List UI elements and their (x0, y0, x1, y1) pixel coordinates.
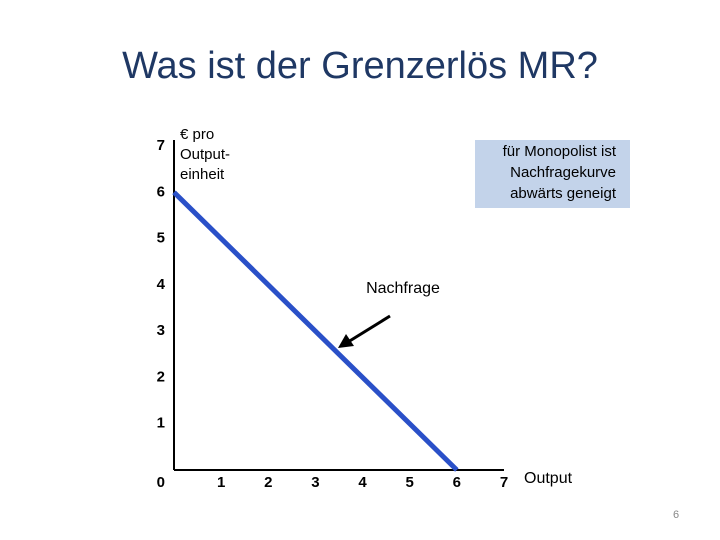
x-tick-label: 5 (406, 474, 414, 491)
y-tick-label: 7 (157, 137, 165, 154)
annotation-text: Nachfragekurve (510, 164, 616, 181)
page-number: 6 (673, 509, 679, 521)
x-tick-label: 2 (264, 474, 272, 491)
y-tick-label: 1 (157, 415, 165, 432)
x-tick-label: 3 (311, 474, 319, 491)
slide-title: Was ist der Grenzerlös MR? (122, 45, 598, 87)
arrow-shaft (347, 314, 391, 344)
y-tick-label: 4 (157, 276, 166, 293)
y-axis-label: Output- (180, 146, 230, 163)
annotation-box (475, 140, 630, 208)
annotation-text: für Monopolist ist (503, 143, 617, 160)
x-tick-label: 6 (453, 474, 461, 491)
annotation-text: abwärts geneigt (510, 185, 617, 202)
demand-line (172, 190, 459, 472)
y-tick-label: 2 (157, 368, 165, 385)
y-tick-label: 0 (157, 474, 165, 491)
series-label: Nachfrage (366, 280, 440, 297)
y-tick-label: 5 (157, 230, 165, 247)
x-axis-label: Output (524, 470, 573, 487)
x-tick-label: 7 (500, 474, 508, 491)
x-tick-label: 1 (217, 474, 225, 491)
arrow-head (338, 334, 354, 348)
y-axis-label: einheit (180, 166, 225, 183)
y-axis-label: € pro (180, 126, 214, 143)
y-tick-label: 6 (157, 183, 165, 200)
y-tick-label: 3 (157, 322, 165, 339)
x-tick-label: 4 (358, 474, 367, 491)
